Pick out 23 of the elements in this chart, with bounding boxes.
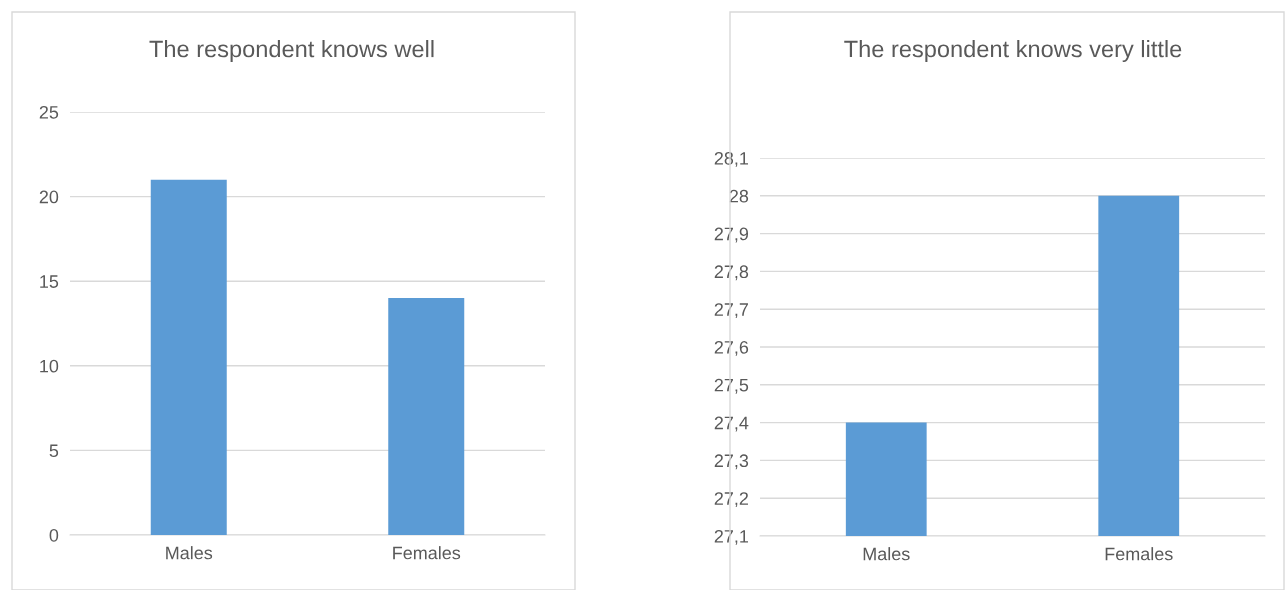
chart-title: The respondent knows very little — [844, 40, 1182, 63]
x-tick-label: Males — [166, 546, 213, 560]
x-tick-label: Females — [1105, 547, 1173, 561]
x-tick-label: Males — [863, 547, 910, 561]
y-tick-label: 0 — [49, 528, 59, 542]
y-tick-label: 25 — [39, 105, 59, 119]
y-tick-label: 28,1 — [714, 151, 749, 167]
y-tick-label: 27,3 — [714, 454, 749, 470]
y-tick-label: 28 — [729, 189, 749, 203]
y-tick-label: 27,4 — [714, 416, 749, 432]
chart-title: The respondent knows well — [149, 40, 434, 63]
y-tick-label: 27,9 — [714, 227, 749, 243]
y-tick-label: 27,6 — [714, 340, 749, 356]
y-tick-label: 27,8 — [714, 265, 749, 281]
y-tick-label: 27,2 — [714, 492, 748, 508]
y-tick-label: 27,7 — [714, 303, 748, 319]
y-tick-label: 15 — [40, 275, 59, 288]
y-tick-label: 10 — [40, 359, 59, 373]
y-tick-label: 5 — [49, 444, 59, 458]
x-tick-label: Females — [393, 546, 461, 560]
y-tick-label: 20 — [39, 190, 59, 204]
y-tick-label: 27,1 — [714, 529, 749, 545]
y-tick-label: 27,5 — [714, 378, 749, 394]
